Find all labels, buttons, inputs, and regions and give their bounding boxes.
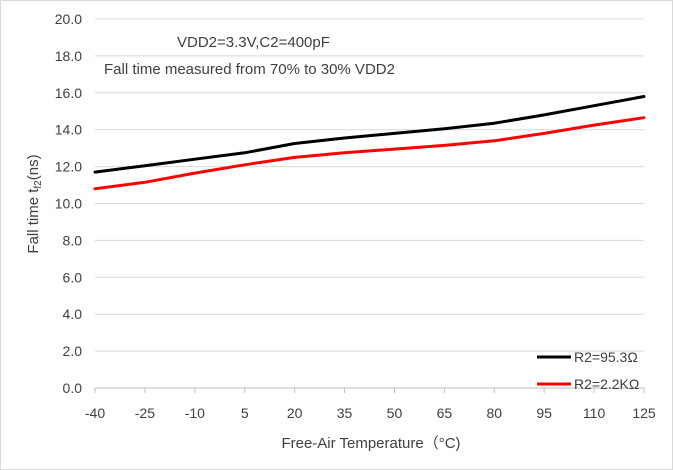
series-line-1 [93, 95, 646, 174]
legend: R2=95.3Ω R2=2.2KΩ [537, 349, 639, 392]
x-tick-label: 50 [387, 405, 403, 421]
y-tick-label: 10.0 [55, 196, 82, 212]
x-axis-title: Free-Air Temperature（°C) [281, 435, 460, 452]
x-tick-label: 5 [241, 405, 249, 421]
x-tick-label: 95 [536, 405, 552, 421]
axes [94, 387, 645, 393]
y-tick-label: 18.0 [55, 48, 82, 64]
series-line-2 [93, 116, 646, 191]
x-tick-label: 65 [437, 405, 453, 421]
y-tick-label: 6.0 [63, 269, 83, 285]
annotation-measurement: Fall time measured from 70% to 30% VDD2 [104, 61, 395, 78]
legend-label-series-1: R2=95.3Ω [574, 349, 638, 365]
y-tick-label: 2.0 [63, 343, 83, 359]
y-axis-title: Fall time tf2(ns) [25, 154, 44, 253]
x-tick-label: -10 [185, 405, 205, 421]
tick-labels: 0.0 2.0 4.0 6.0 8.0 10.0 12.0 14.0 16.0 18.0 20.0 -… [55, 11, 656, 421]
y-tick-label: 12.0 [55, 159, 82, 175]
x-tick-label: 35 [337, 405, 353, 421]
series-lines [93, 95, 646, 191]
x-tick-label: 20 [287, 405, 303, 421]
y-axis-title-main: Fall time t [25, 188, 42, 254]
x-tick-label: 80 [486, 405, 502, 421]
grid-lines [95, 18, 644, 352]
annotation-conditions: VDD2=3.3V,C2=400pF [177, 34, 330, 51]
y-axis-title-subscript: f2 [33, 180, 44, 189]
y-axis-title-unit: (ns) [25, 154, 42, 180]
x-tick-label: -40 [85, 405, 105, 421]
x-tick-label: -25 [135, 405, 155, 421]
x-tick-label: 125 [632, 405, 656, 421]
x-tick-label: 110 [583, 405, 606, 421]
y-tick-label: 0.0 [63, 380, 83, 396]
y-tick-label: 16.0 [55, 85, 82, 101]
legend-label-series-2: R2=2.2KΩ [574, 376, 639, 392]
y-tick-label: 8.0 [63, 232, 83, 248]
y-tick-label: 20.0 [55, 11, 82, 27]
y-tick-label: 4.0 [63, 306, 83, 322]
y-tick-label: 14.0 [55, 122, 82, 138]
